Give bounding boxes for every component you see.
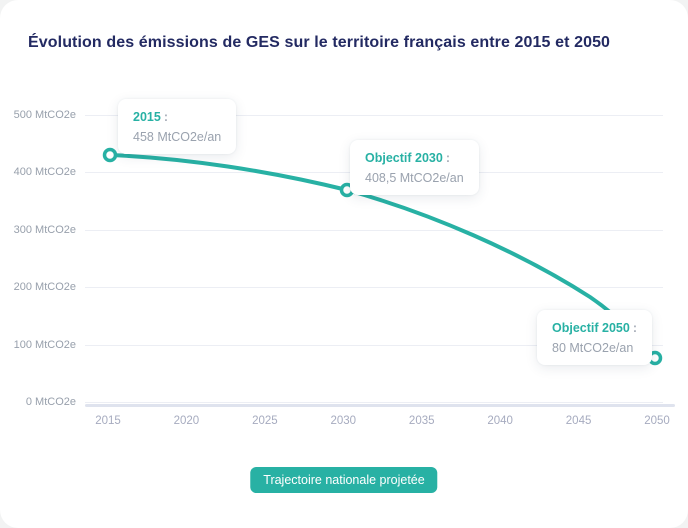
tooltip-2030-label: Objectif 2030 (365, 151, 443, 165)
tooltip-2030: Objectif 2030: 408,5 MtCO2e/an (350, 140, 479, 195)
gridline (85, 402, 663, 403)
y-axis-label: 100 MtCO2e (13, 338, 76, 351)
tooltip-2050-colon: : (632, 321, 637, 335)
gridline (85, 115, 663, 116)
y-axis-label: 400 MtCO2e (13, 166, 76, 179)
x-axis-label: 2020 (173, 415, 200, 427)
gridline (85, 229, 663, 231)
x-axis-label: 2025 (252, 415, 278, 427)
tooltip-2015-colon: : (163, 110, 168, 124)
x-axis-label: 2030 (330, 415, 357, 427)
x-axis-label: 2040 (487, 415, 513, 427)
gridline (85, 287, 663, 289)
tooltip-2015-value: 458 MtCO2e/an (133, 130, 222, 144)
x-axis-label: 2035 (408, 415, 435, 427)
y-axis-label: 200 MtCO2e (13, 281, 76, 294)
legend-button[interactable]: Trajectoire nationale projetée (250, 467, 438, 493)
y-axis-label: 0 MtCO2e (25, 396, 76, 408)
tooltip-2015-label: 2015 (133, 110, 161, 124)
tooltip-2030-value: 408,5 MtCO2e/an (365, 171, 464, 185)
x-axis-label: 2045 (565, 415, 592, 427)
tooltip-2050-value: 80 MtCO2e/an (552, 341, 634, 355)
data-point-2015[interactable] (102, 147, 118, 163)
y-axis-label: 500 MtCO2e (13, 109, 76, 121)
y-axis-label: 300 MtCO2e (13, 223, 76, 236)
tooltip-2050-label: Objectif 2050 (552, 321, 630, 335)
tooltip-2015: 2015: 458 MtCO2e/an (118, 99, 237, 154)
x-axis-line (85, 404, 675, 407)
x-axis-label: 2015 (95, 415, 121, 427)
x-axis-label: 2050 (644, 415, 670, 427)
tooltip-2050: Objectif 2050: 80 MtCO2e/an (537, 310, 652, 365)
tooltip-2030-colon: : (445, 151, 450, 165)
chart-title: Évolution des émissions de GES sur le te… (28, 34, 611, 51)
